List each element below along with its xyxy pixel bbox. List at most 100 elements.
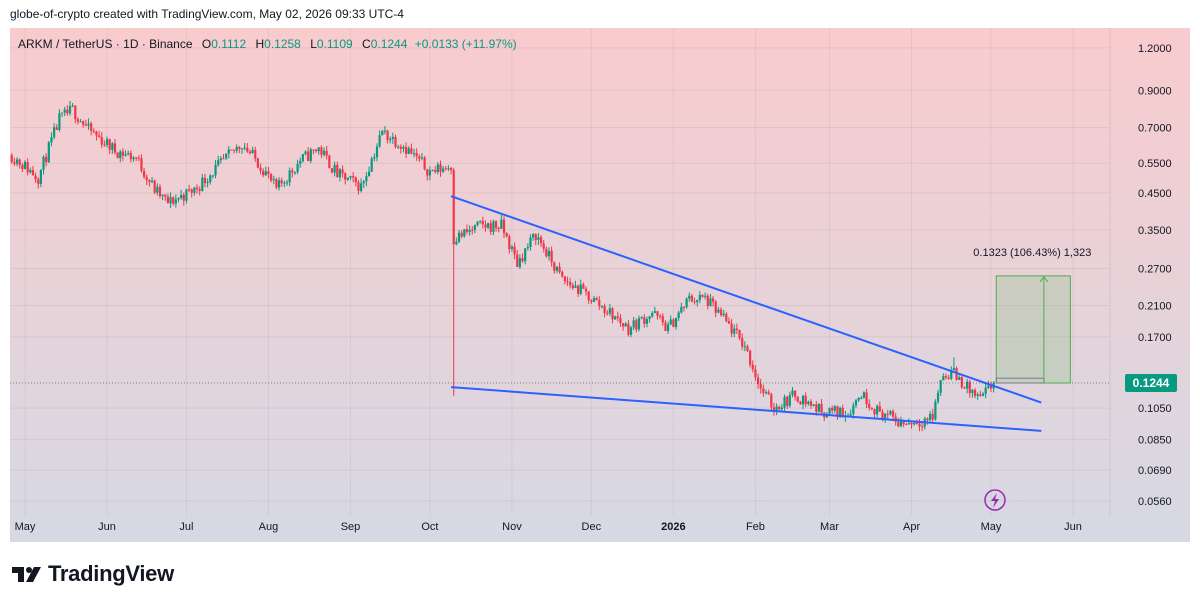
candle: [608, 303, 611, 317]
candle-body: [836, 406, 839, 418]
candle-body: [780, 407, 783, 410]
candle-body: [58, 113, 61, 130]
candle: [34, 172, 37, 183]
candle: [587, 291, 590, 304]
candle-body: [868, 404, 871, 409]
candle-body: [494, 221, 498, 229]
candle-body: [55, 127, 58, 130]
candle-body: [267, 171, 270, 174]
candle-body: [682, 306, 686, 308]
tradingview-brand[interactable]: TradingView: [12, 561, 174, 587]
candle-body: [881, 411, 884, 420]
candle: [148, 179, 151, 187]
candle-body: [10, 155, 13, 163]
candle: [325, 145, 328, 160]
candle: [939, 379, 942, 396]
candle: [431, 169, 434, 172]
candle: [820, 399, 823, 416]
candle-body: [801, 395, 805, 405]
y-tick-label: 0.3500: [1138, 225, 1172, 237]
candle: [931, 408, 934, 422]
candle: [786, 395, 789, 409]
candle: [391, 132, 394, 144]
candle: [743, 341, 746, 352]
candle-body: [807, 401, 810, 405]
candle: [346, 177, 349, 182]
candle: [799, 400, 802, 405]
candle-body: [105, 139, 109, 145]
candle: [833, 404, 836, 414]
candle-body: [772, 407, 776, 412]
candle: [878, 401, 881, 412]
candle-body: [203, 177, 207, 184]
candle: [574, 280, 577, 289]
candle: [685, 297, 688, 309]
candle-body: [42, 156, 45, 170]
candle: [121, 148, 125, 161]
candle-body: [336, 164, 339, 178]
candle: [868, 399, 871, 411]
candle: [547, 247, 551, 261]
lower-trendline: [451, 386, 1042, 432]
candle: [942, 373, 945, 381]
candle: [944, 373, 948, 380]
candle: [283, 180, 286, 188]
candle: [397, 144, 400, 149]
candle-body: [187, 189, 191, 191]
symbol-name: ARKM / TetherUS · 1D · Binance: [18, 37, 193, 51]
candle-body: [770, 394, 773, 408]
alert-icon[interactable]: [984, 489, 1006, 511]
candle: [611, 307, 614, 324]
candle: [267, 166, 270, 179]
candle-body: [98, 135, 101, 138]
candle-body: [555, 266, 559, 271]
candle: [783, 394, 786, 412]
candle-body: [465, 229, 469, 232]
candle-body: [457, 232, 461, 242]
candle-body: [90, 123, 93, 131]
candle-body: [137, 157, 140, 159]
candle-body: [653, 311, 656, 314]
candle-body: [254, 149, 257, 159]
candle-body: [921, 426, 924, 428]
candle-body: [60, 112, 64, 114]
candle-body: [489, 223, 492, 232]
candle: [489, 219, 492, 236]
candle: [693, 297, 696, 305]
candle: [15, 157, 19, 167]
candle: [111, 142, 114, 154]
candle-body: [640, 317, 643, 319]
candle: [770, 392, 773, 411]
candle: [865, 389, 868, 409]
candle-body: [889, 411, 892, 415]
candle-body: [574, 285, 577, 288]
measure-arrow-head: [1039, 276, 1049, 283]
candle: [39, 169, 42, 188]
candle-body: [333, 164, 336, 173]
candle: [817, 402, 821, 413]
candle: [53, 123, 56, 140]
candle-body: [484, 224, 487, 228]
candle: [153, 179, 156, 195]
candle-body: [309, 149, 312, 161]
candle-body: [592, 297, 596, 302]
high-value: 0.1258: [264, 37, 301, 51]
candle: [174, 194, 177, 208]
candle: [812, 404, 815, 407]
candle: [206, 178, 209, 188]
chart-area[interactable]: 0.1323 (106.43%) 1,323 0.1244 1.2000 0.900…: [10, 28, 1190, 542]
candle-body: [195, 187, 199, 190]
candle-body: [635, 320, 638, 330]
candle: [177, 197, 180, 203]
candle: [63, 106, 66, 117]
candle-body: [698, 294, 701, 300]
candle-body: [277, 180, 281, 188]
candle-body: [508, 236, 511, 250]
candle-body: [796, 396, 799, 402]
candle: [156, 183, 159, 196]
price-chart[interactable]: 0.1323 (106.43%) 1,323 0.1244 1.2000 0.900…: [10, 28, 1190, 542]
candle: [762, 384, 765, 397]
candle: [84, 119, 87, 127]
candle: [952, 357, 956, 371]
candle-body: [762, 388, 765, 393]
